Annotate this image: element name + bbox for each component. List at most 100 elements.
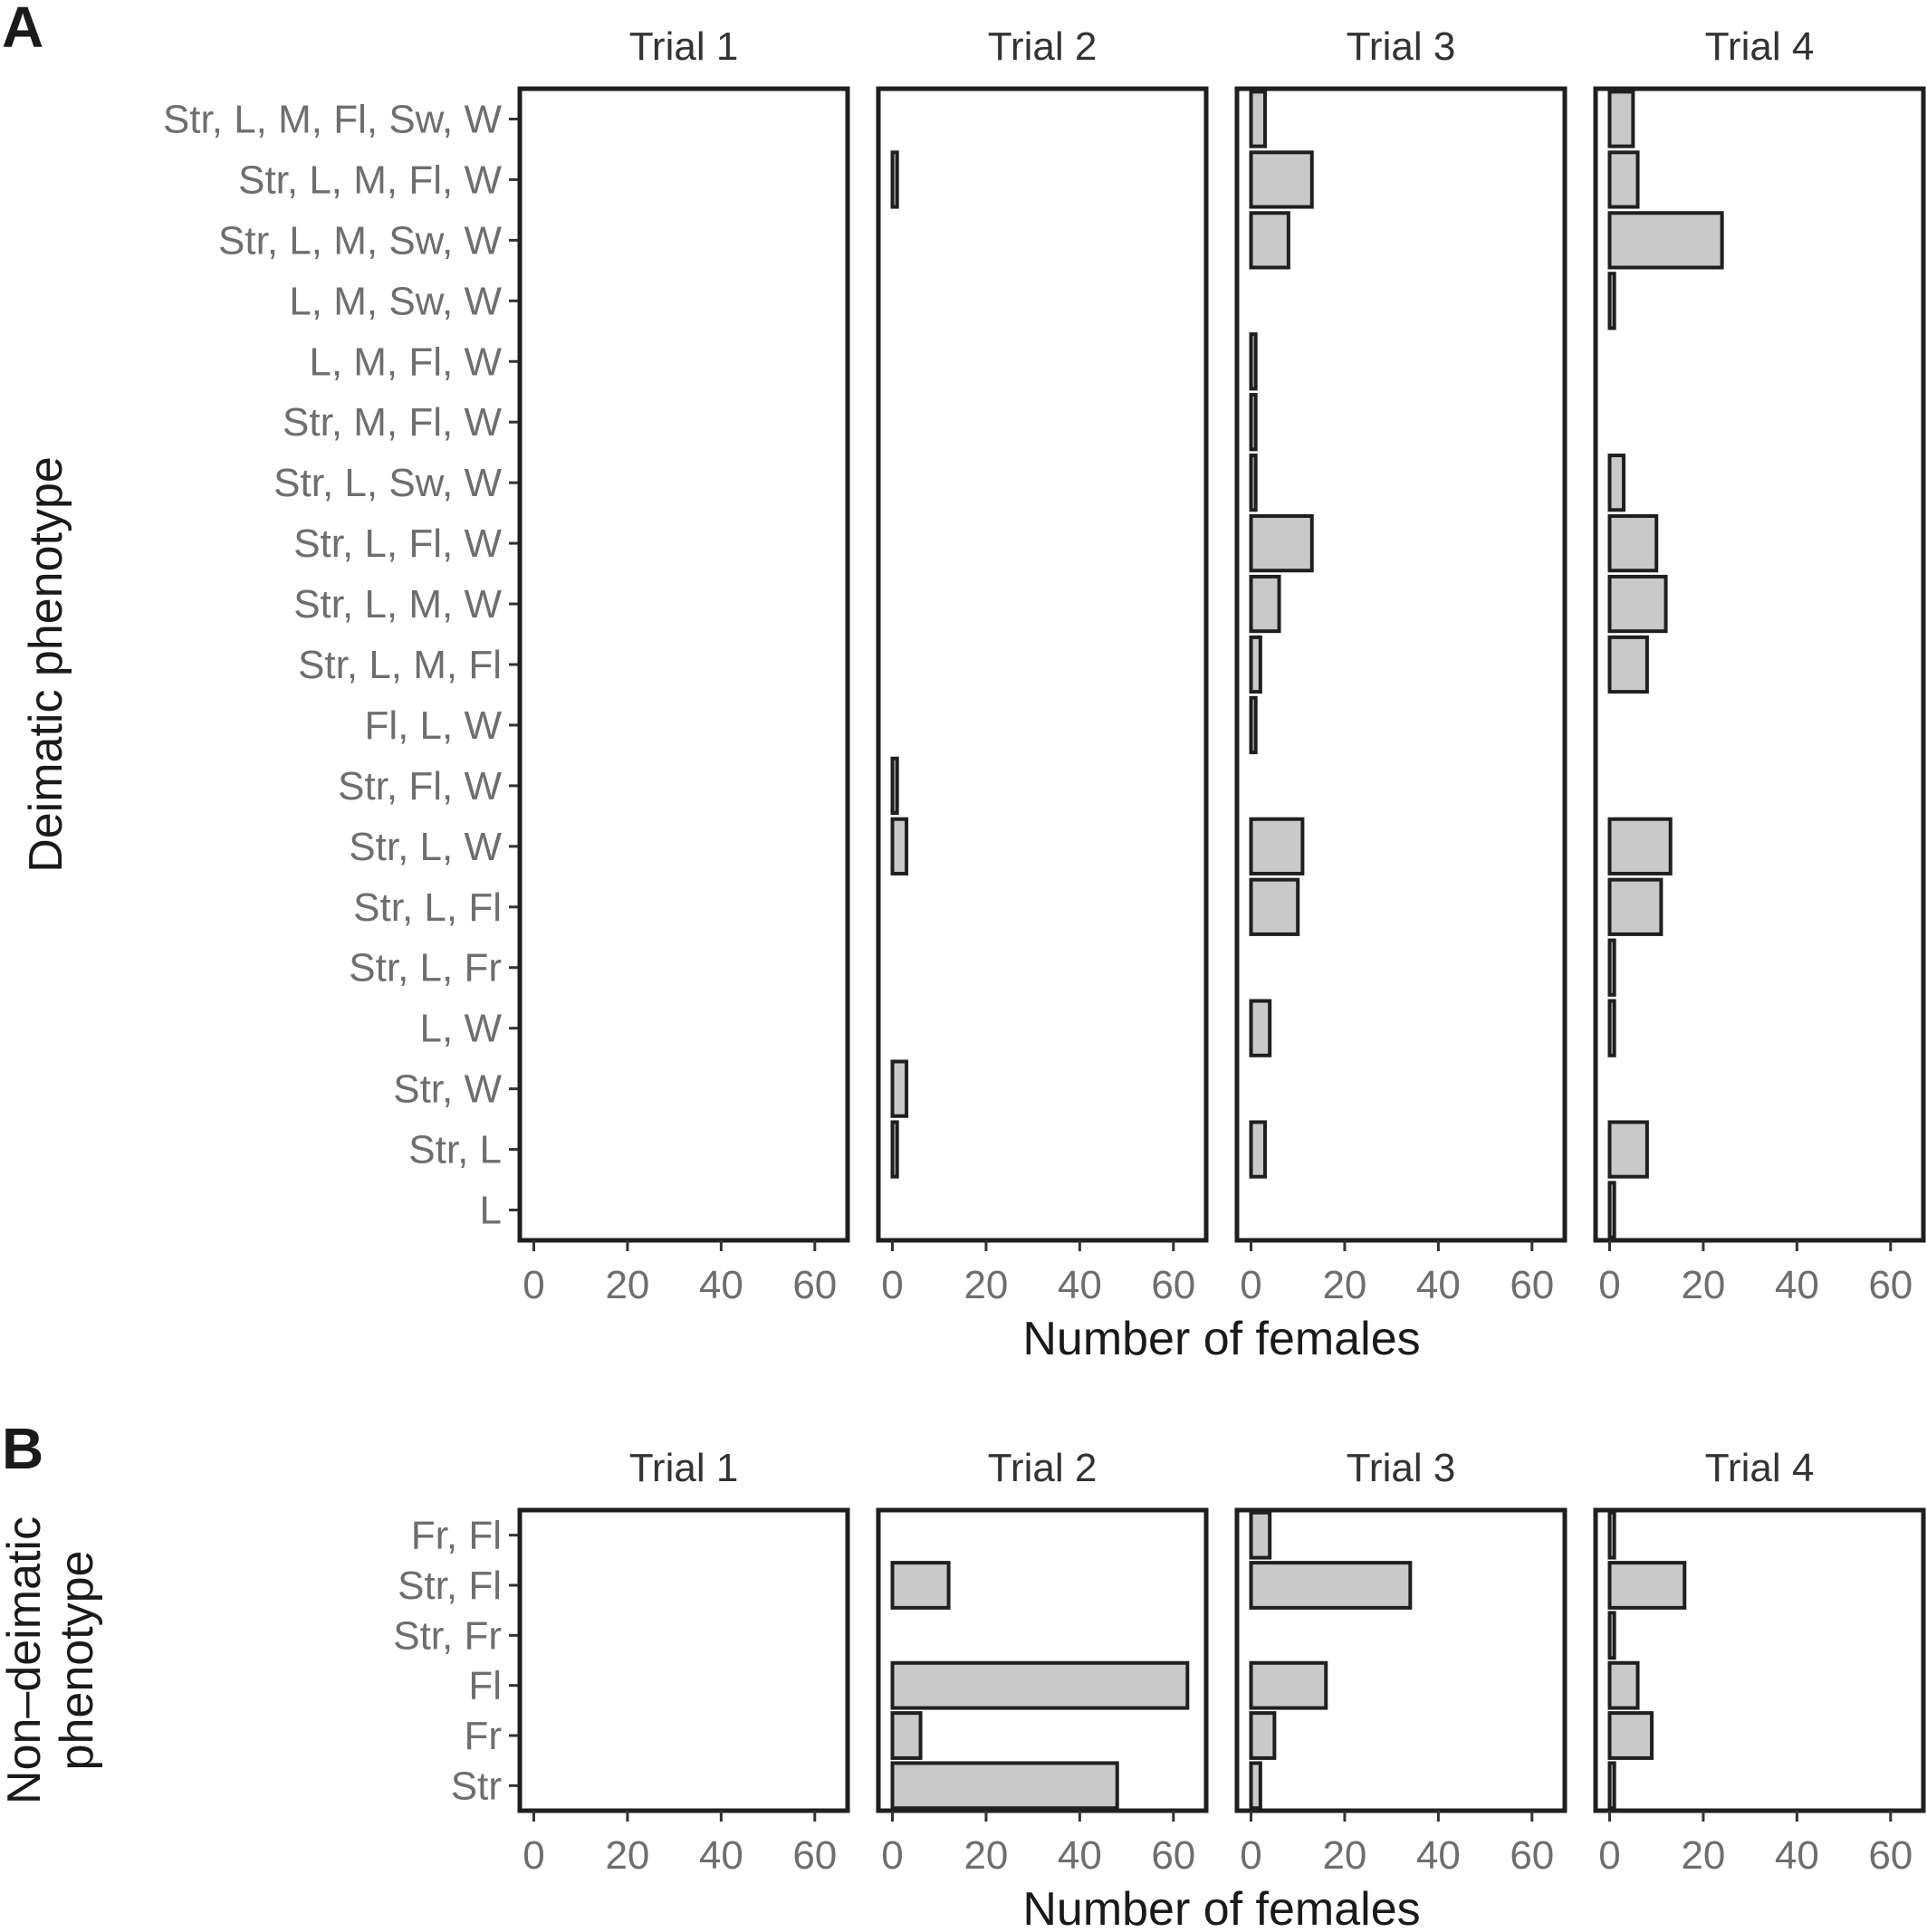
facet-frame xyxy=(1234,86,1567,1243)
facet-3: Trial 3 0 20 40 60 xyxy=(1234,24,1567,1307)
bar xyxy=(890,150,899,209)
x-tick-label: 60 xyxy=(792,1263,837,1307)
facet-2: Trial 2 0 20 40 60 xyxy=(876,1446,1209,1878)
y-tick-label: Fr xyxy=(464,1714,502,1758)
x-tick-label: 40 xyxy=(1775,1263,1819,1307)
facet-frame xyxy=(517,1507,850,1813)
x-tick-label: 0 xyxy=(881,1833,903,1878)
panel-tag: A xyxy=(2,0,43,60)
facet-2: Trial 2 0 20 40 60 xyxy=(876,24,1209,1307)
y-tick-label: Str, Fr xyxy=(393,1613,502,1658)
bar xyxy=(1249,999,1272,1057)
y-tick-label: L, M, Sw, W xyxy=(289,279,502,323)
facet-title: Trial 3 xyxy=(1347,1446,1456,1490)
facet-4: Trial 4 0 20 40 60 xyxy=(1593,24,1926,1307)
x-tick-label: 20 xyxy=(964,1833,1008,1878)
y-tick-label: L xyxy=(480,1189,502,1233)
facet-title: Trial 1 xyxy=(629,24,739,69)
bar xyxy=(1607,999,1616,1057)
bar xyxy=(1607,1611,1616,1660)
y-tick-label: L, W xyxy=(420,1007,503,1051)
x-tick-label: 40 xyxy=(1058,1833,1102,1878)
x-tick-label: 40 xyxy=(1775,1833,1819,1878)
facet-frame xyxy=(876,86,1209,1243)
bar xyxy=(1607,1561,1687,1610)
bar xyxy=(1607,513,1659,573)
y-tick-label: Fr, Fl xyxy=(411,1514,502,1558)
bar xyxy=(1249,1120,1268,1179)
bar xyxy=(1249,635,1262,694)
y-tick-label: Str, L xyxy=(408,1128,502,1172)
facet-frame xyxy=(517,86,850,1243)
bar xyxy=(1607,90,1635,148)
x-tick-label: 40 xyxy=(699,1833,743,1878)
bar xyxy=(890,1059,909,1118)
y-tick-label: Str, L, M, Fl, Sw, W xyxy=(163,97,503,141)
y-tick-label: Str, L, M, Fl, W xyxy=(238,158,502,202)
bar xyxy=(1249,574,1281,634)
bar xyxy=(1607,938,1616,997)
y-tick-label: L, M, Fl, W xyxy=(309,340,502,384)
x-tick-label: 20 xyxy=(964,1263,1008,1307)
facet-title: Trial 4 xyxy=(1705,24,1815,69)
bar xyxy=(1607,1510,1616,1560)
facet-4: Trial 4 0 20 40 60 xyxy=(1593,1446,1926,1878)
bar xyxy=(1249,1761,1262,1811)
bar xyxy=(1607,1181,1616,1239)
x-tick-label: 20 xyxy=(1322,1263,1366,1307)
bar xyxy=(1249,332,1258,391)
x-tick-label: 60 xyxy=(1151,1833,1195,1878)
bar xyxy=(1249,150,1314,209)
y-tick-label: Fl xyxy=(468,1664,502,1708)
bar xyxy=(1249,454,1258,512)
bar xyxy=(890,756,899,816)
bar xyxy=(1249,211,1290,270)
bar xyxy=(1249,513,1314,573)
bar xyxy=(1607,272,1616,330)
x-tick-label: 0 xyxy=(881,1263,903,1307)
y-tick-label: Str, L, Fl xyxy=(353,885,502,930)
x-tick-label: 0 xyxy=(1598,1263,1620,1307)
facet-title: Trial 2 xyxy=(988,24,1098,69)
bar xyxy=(1249,1660,1328,1710)
x-tick-label: 20 xyxy=(1681,1263,1725,1307)
facet-title: Trial 4 xyxy=(1705,1446,1815,1490)
facet-1: Trial 1 0 20 40 60 xyxy=(517,24,850,1307)
x-tick-label: 0 xyxy=(1598,1833,1620,1878)
y-axis-title: Non–deimaticphenotype xyxy=(0,1516,103,1804)
bar xyxy=(1249,695,1258,755)
x-tick-label: 60 xyxy=(1868,1833,1913,1878)
y-tick-label: Str, L, M, W xyxy=(293,582,502,626)
x-tick-label: 20 xyxy=(1322,1833,1366,1878)
y-tick-label: Str, L, Sw, W xyxy=(273,461,502,505)
y-tick-label: Str, W xyxy=(393,1067,502,1112)
x-tick-label: 60 xyxy=(1510,1263,1554,1307)
x-tick-label: 20 xyxy=(1681,1833,1725,1878)
x-tick-label: 0 xyxy=(1240,1833,1261,1878)
facet-title: Trial 2 xyxy=(988,1446,1098,1490)
x-tick-label: 0 xyxy=(1240,1263,1261,1307)
bar xyxy=(1607,211,1724,270)
bar xyxy=(1607,877,1663,936)
bar xyxy=(1607,454,1626,512)
x-tick-label: 40 xyxy=(699,1263,743,1307)
x-tick-label: 60 xyxy=(1151,1263,1195,1307)
bar xyxy=(890,1761,1119,1811)
x-axis-title: Number of females xyxy=(1022,1883,1420,1932)
y-tick-label: Str, L, M, Fl xyxy=(298,643,502,687)
x-tick-label: 40 xyxy=(1058,1263,1102,1307)
bar xyxy=(1249,1510,1272,1560)
bar xyxy=(1249,1561,1413,1610)
x-axis-title: Number of females xyxy=(1022,1313,1420,1365)
facet-frame xyxy=(1234,1507,1567,1813)
bar xyxy=(890,1561,951,1610)
x-tick-label: 40 xyxy=(1416,1833,1461,1878)
x-tick-label: 40 xyxy=(1416,1263,1461,1307)
facet-frame xyxy=(876,1507,1209,1813)
y-tick-label: Str, Fl, W xyxy=(338,764,502,808)
x-tick-label: 60 xyxy=(1510,1833,1554,1878)
y-tick-label: Str, Fl xyxy=(398,1564,502,1608)
y-tick-label: Str, L, W xyxy=(349,825,502,869)
bar xyxy=(1607,1120,1649,1179)
bar xyxy=(890,1711,923,1760)
